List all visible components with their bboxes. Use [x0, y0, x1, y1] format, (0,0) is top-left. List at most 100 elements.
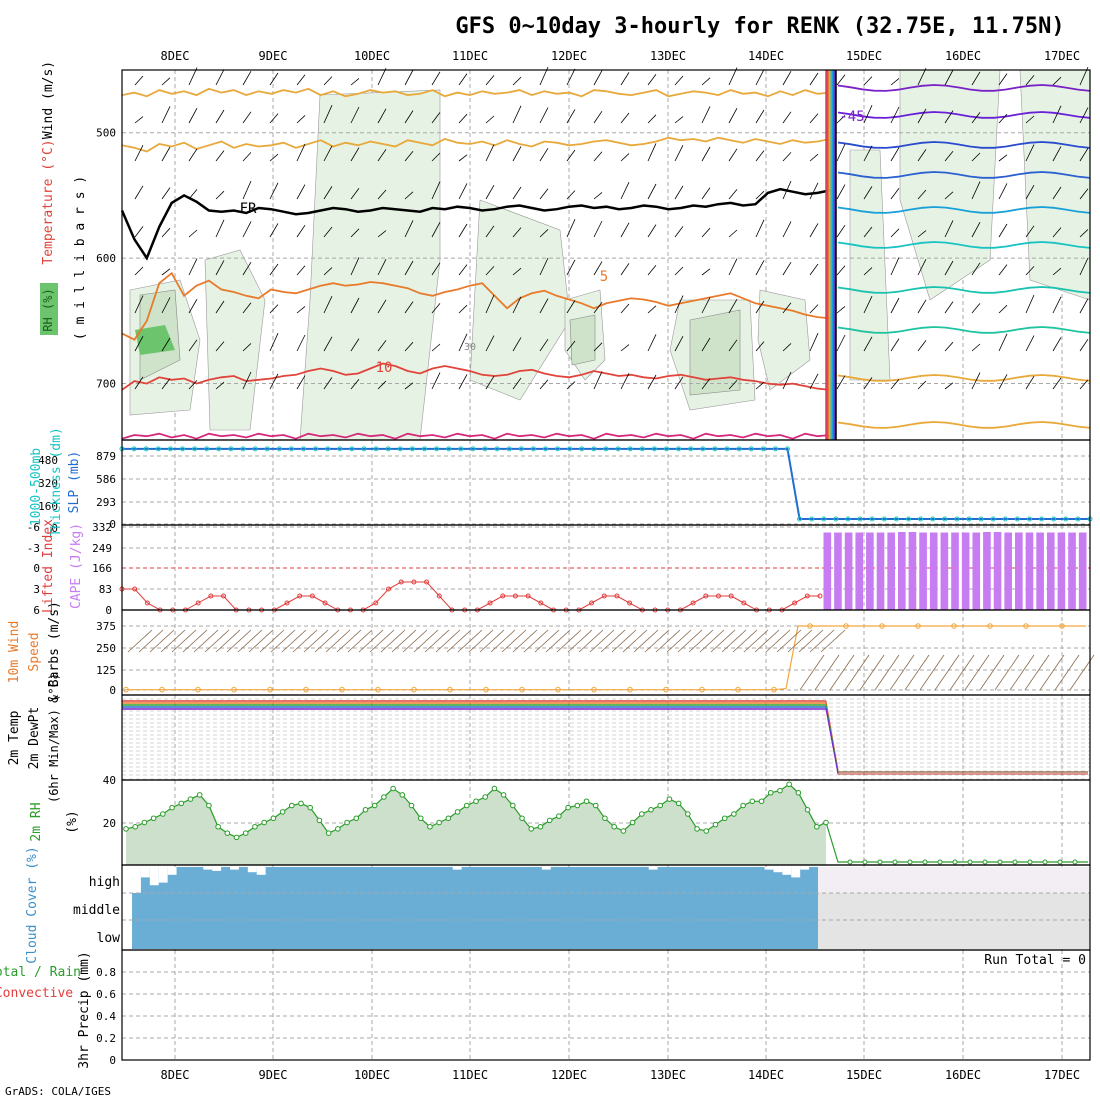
- wind-barb: [485, 335, 495, 352]
- wind-speed-marker: [555, 686, 561, 693]
- wind-barb: [323, 76, 333, 86]
- wind-barb: [620, 72, 630, 86]
- cape-bar: [1046, 532, 1055, 610]
- wind-barb: [404, 191, 414, 200]
- cloud-high-gap: [149, 867, 159, 886]
- cape-bar: [1015, 532, 1023, 610]
- rh2m-marker: [123, 826, 129, 832]
- slp-marker: [1027, 516, 1032, 522]
- y-tick-label: 0: [109, 684, 116, 697]
- wind-barb: [1079, 257, 1089, 276]
- wind-barb-10m: [490, 629, 516, 653]
- wind-barb: [323, 186, 333, 200]
- wind-barb-10m: [369, 629, 395, 653]
- slp-marker: [361, 446, 367, 452]
- wind-barb: [782, 371, 792, 390]
- temperature-contour: [121, 271, 831, 341]
- rh2m-marker: [937, 859, 943, 865]
- rh2m-marker: [224, 830, 231, 836]
- wind-barb-10m: [1039, 654, 1065, 691]
- wind-barb: [188, 380, 198, 390]
- rh2m-marker: [427, 823, 433, 830]
- wind-barb: [728, 108, 738, 124]
- x-tick-label-top: 9DEC: [259, 49, 288, 63]
- wind-barb: [269, 113, 279, 124]
- slp-marker: [385, 446, 391, 452]
- rh2m-marker: [537, 823, 544, 830]
- lifted-index-marker: [436, 593, 442, 599]
- wind-barb: [836, 224, 846, 238]
- cape-bar: [1078, 532, 1087, 610]
- x-tick-label-top: 8DEC: [161, 49, 190, 63]
- wind-barb-10m: [994, 654, 1020, 691]
- lifted-index-marker: [284, 600, 290, 606]
- wind-barb: [323, 226, 333, 238]
- wind-barb: [161, 187, 171, 200]
- cloud-level-label: middle: [73, 903, 120, 918]
- wind-barb: [836, 115, 846, 124]
- wind-barb: [944, 150, 954, 162]
- wind-barb-10m: [829, 654, 855, 691]
- rh2m-marker: [823, 819, 829, 826]
- wind-barb: [1052, 105, 1062, 124]
- wind-speed-marker: [159, 686, 165, 693]
- rh2m-marker: [952, 859, 958, 865]
- wind-barb: [971, 222, 981, 238]
- wind-barb: [566, 149, 576, 162]
- wind-barb: [863, 145, 873, 162]
- cloud-high-gap: [452, 867, 462, 870]
- wind-barb: [782, 180, 792, 200]
- wind-barb: [971, 372, 981, 390]
- wind-barb: [1052, 296, 1062, 314]
- rh2m-marker: [907, 859, 913, 865]
- wind-barb: [458, 113, 468, 124]
- wind-barb: [863, 267, 873, 276]
- wind-barb: [593, 342, 603, 352]
- cloud-high-gap: [132, 867, 141, 893]
- wind-barb: [485, 75, 495, 86]
- slp-marker: [264, 446, 270, 452]
- cape-bar: [961, 532, 970, 610]
- wind-barb: [539, 107, 549, 124]
- wind-barb: [296, 306, 306, 314]
- wind-barb: [890, 297, 900, 314]
- wind-barb: [890, 228, 900, 238]
- slp-marker: [216, 446, 222, 452]
- y-axis-label-cloud: Cloud Cover (%): [25, 846, 40, 963]
- y-axis-label-convective: Convective: [0, 986, 73, 1001]
- wind-barb-10m: [889, 654, 915, 691]
- wind-barb-10m: [644, 629, 670, 653]
- rh2m-marker: [847, 859, 853, 865]
- wind-barb: [566, 190, 576, 200]
- wind-speed-marker: [303, 686, 309, 693]
- wind-barb-10m: [160, 629, 186, 653]
- cloud-high-gap: [541, 867, 551, 870]
- slp-marker: [893, 516, 899, 522]
- rh2m-marker: [982, 859, 988, 865]
- y-tick-label-right: 83: [99, 583, 112, 596]
- wind-barb: [161, 146, 171, 162]
- wind-barb-10m: [435, 629, 461, 653]
- wind-barb: [323, 145, 333, 162]
- x-tick-label-bottom: 8DEC: [161, 1068, 190, 1082]
- wind-barb: [971, 343, 981, 352]
- rh2m-marker: [196, 792, 203, 798]
- wind-barb: [242, 180, 252, 200]
- wind-barb: [944, 69, 954, 86]
- y-tick-label-left: 160: [38, 500, 58, 513]
- wind-barb: [1025, 335, 1035, 352]
- lifted-index-marker: [424, 579, 430, 585]
- wind-barb: [323, 336, 333, 352]
- wind-barb: [134, 145, 144, 162]
- y-axis-label-thickness: Thickness (dm): [49, 427, 64, 537]
- y-axis-label-total-rain: Total / Rain: [0, 965, 81, 980]
- wind-barb: [890, 147, 900, 162]
- wind-speed-marker: [1059, 623, 1065, 629]
- wind-barb-10m: [677, 629, 703, 653]
- slp-marker: [337, 446, 343, 452]
- x-tick-label-bottom: 11DEC: [452, 1068, 488, 1082]
- slp-marker: [543, 446, 548, 452]
- wind-barb: [593, 220, 603, 238]
- cloud-high-gap: [648, 867, 658, 870]
